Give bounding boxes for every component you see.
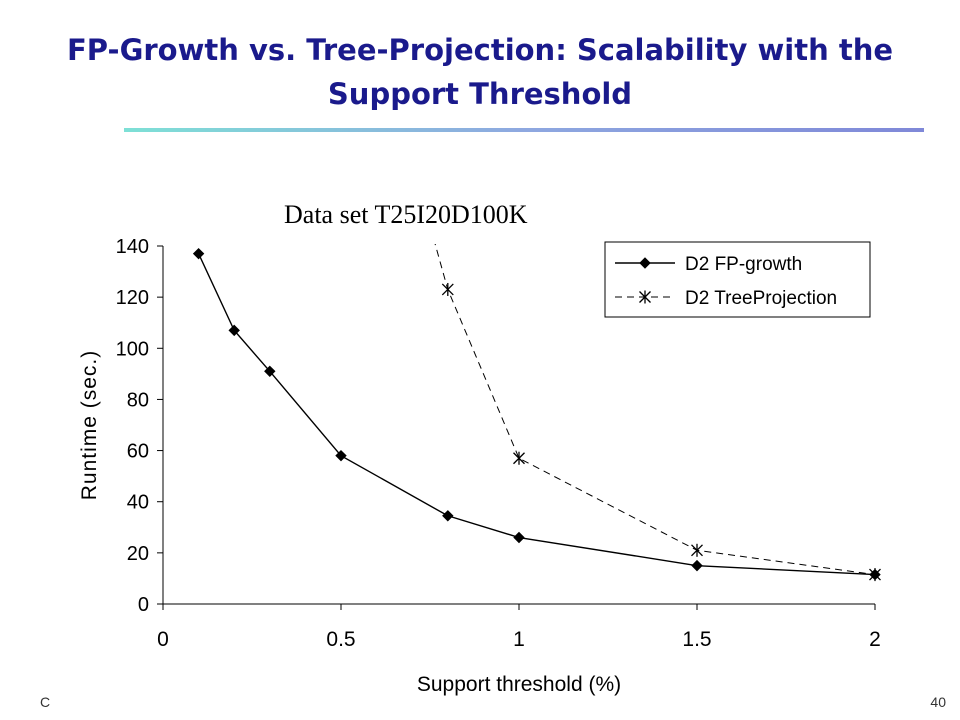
data-point bbox=[335, 449, 347, 462]
data-point bbox=[228, 324, 240, 337]
x-tick-label: 1 bbox=[513, 628, 525, 651]
data-point bbox=[869, 568, 881, 582]
x-tick-label: 0.5 bbox=[326, 628, 355, 651]
data-point bbox=[691, 543, 703, 557]
series-line bbox=[197, 253, 876, 576]
chart-legend: D2 FP-growth D2 TreeProjection bbox=[604, 241, 871, 318]
y-tick-label: 40 bbox=[127, 492, 149, 514]
data-point bbox=[691, 559, 703, 572]
data-point bbox=[513, 531, 525, 544]
y-tick-label: 120 bbox=[116, 287, 149, 309]
x-tick-label: 1.5 bbox=[682, 628, 711, 651]
y-tick-label: 100 bbox=[116, 338, 149, 360]
chart-series bbox=[192, 244, 881, 582]
y-tick-label: 140 bbox=[116, 236, 149, 258]
data-point bbox=[441, 282, 454, 296]
chart-axes: 0 20 40 60 80 100 120 140 0 0.5 1 1.5 2 Support thres… bbox=[78, 236, 881, 696]
series-1 bbox=[434, 244, 881, 582]
data-point bbox=[442, 510, 454, 522]
x-tick-label: 0 bbox=[157, 628, 169, 651]
chart-title: Data set T25I20D100K bbox=[284, 200, 528, 229]
x-tick-label: 2 bbox=[869, 628, 881, 651]
slide-title: FP-Growth vs. Tree-Projection: Scalabili… bbox=[66, 33, 894, 111]
footer-left: C bbox=[40, 694, 51, 710]
y-tick-label: 80 bbox=[127, 389, 149, 411]
legend-label: D2 FP-growth bbox=[685, 254, 802, 275]
x-axis-label: Support threshold (%) bbox=[417, 673, 621, 696]
legend-label: D2 TreeProjection bbox=[685, 288, 837, 309]
legend-box bbox=[604, 241, 871, 318]
y-tick-label: 60 bbox=[127, 441, 149, 463]
series-line bbox=[434, 244, 876, 576]
data-point bbox=[192, 247, 205, 260]
y-tick-label: 0 bbox=[138, 594, 149, 616]
legend-marker bbox=[639, 257, 651, 269]
y-tick-label: 20 bbox=[127, 543, 149, 565]
data-point bbox=[264, 365, 276, 378]
y-axis-label: Runtime (sec.) bbox=[78, 350, 101, 501]
data-point bbox=[513, 451, 525, 465]
title-underline bbox=[124, 128, 924, 132]
page-number: 40 bbox=[930, 694, 946, 710]
legend-marker bbox=[639, 290, 651, 304]
